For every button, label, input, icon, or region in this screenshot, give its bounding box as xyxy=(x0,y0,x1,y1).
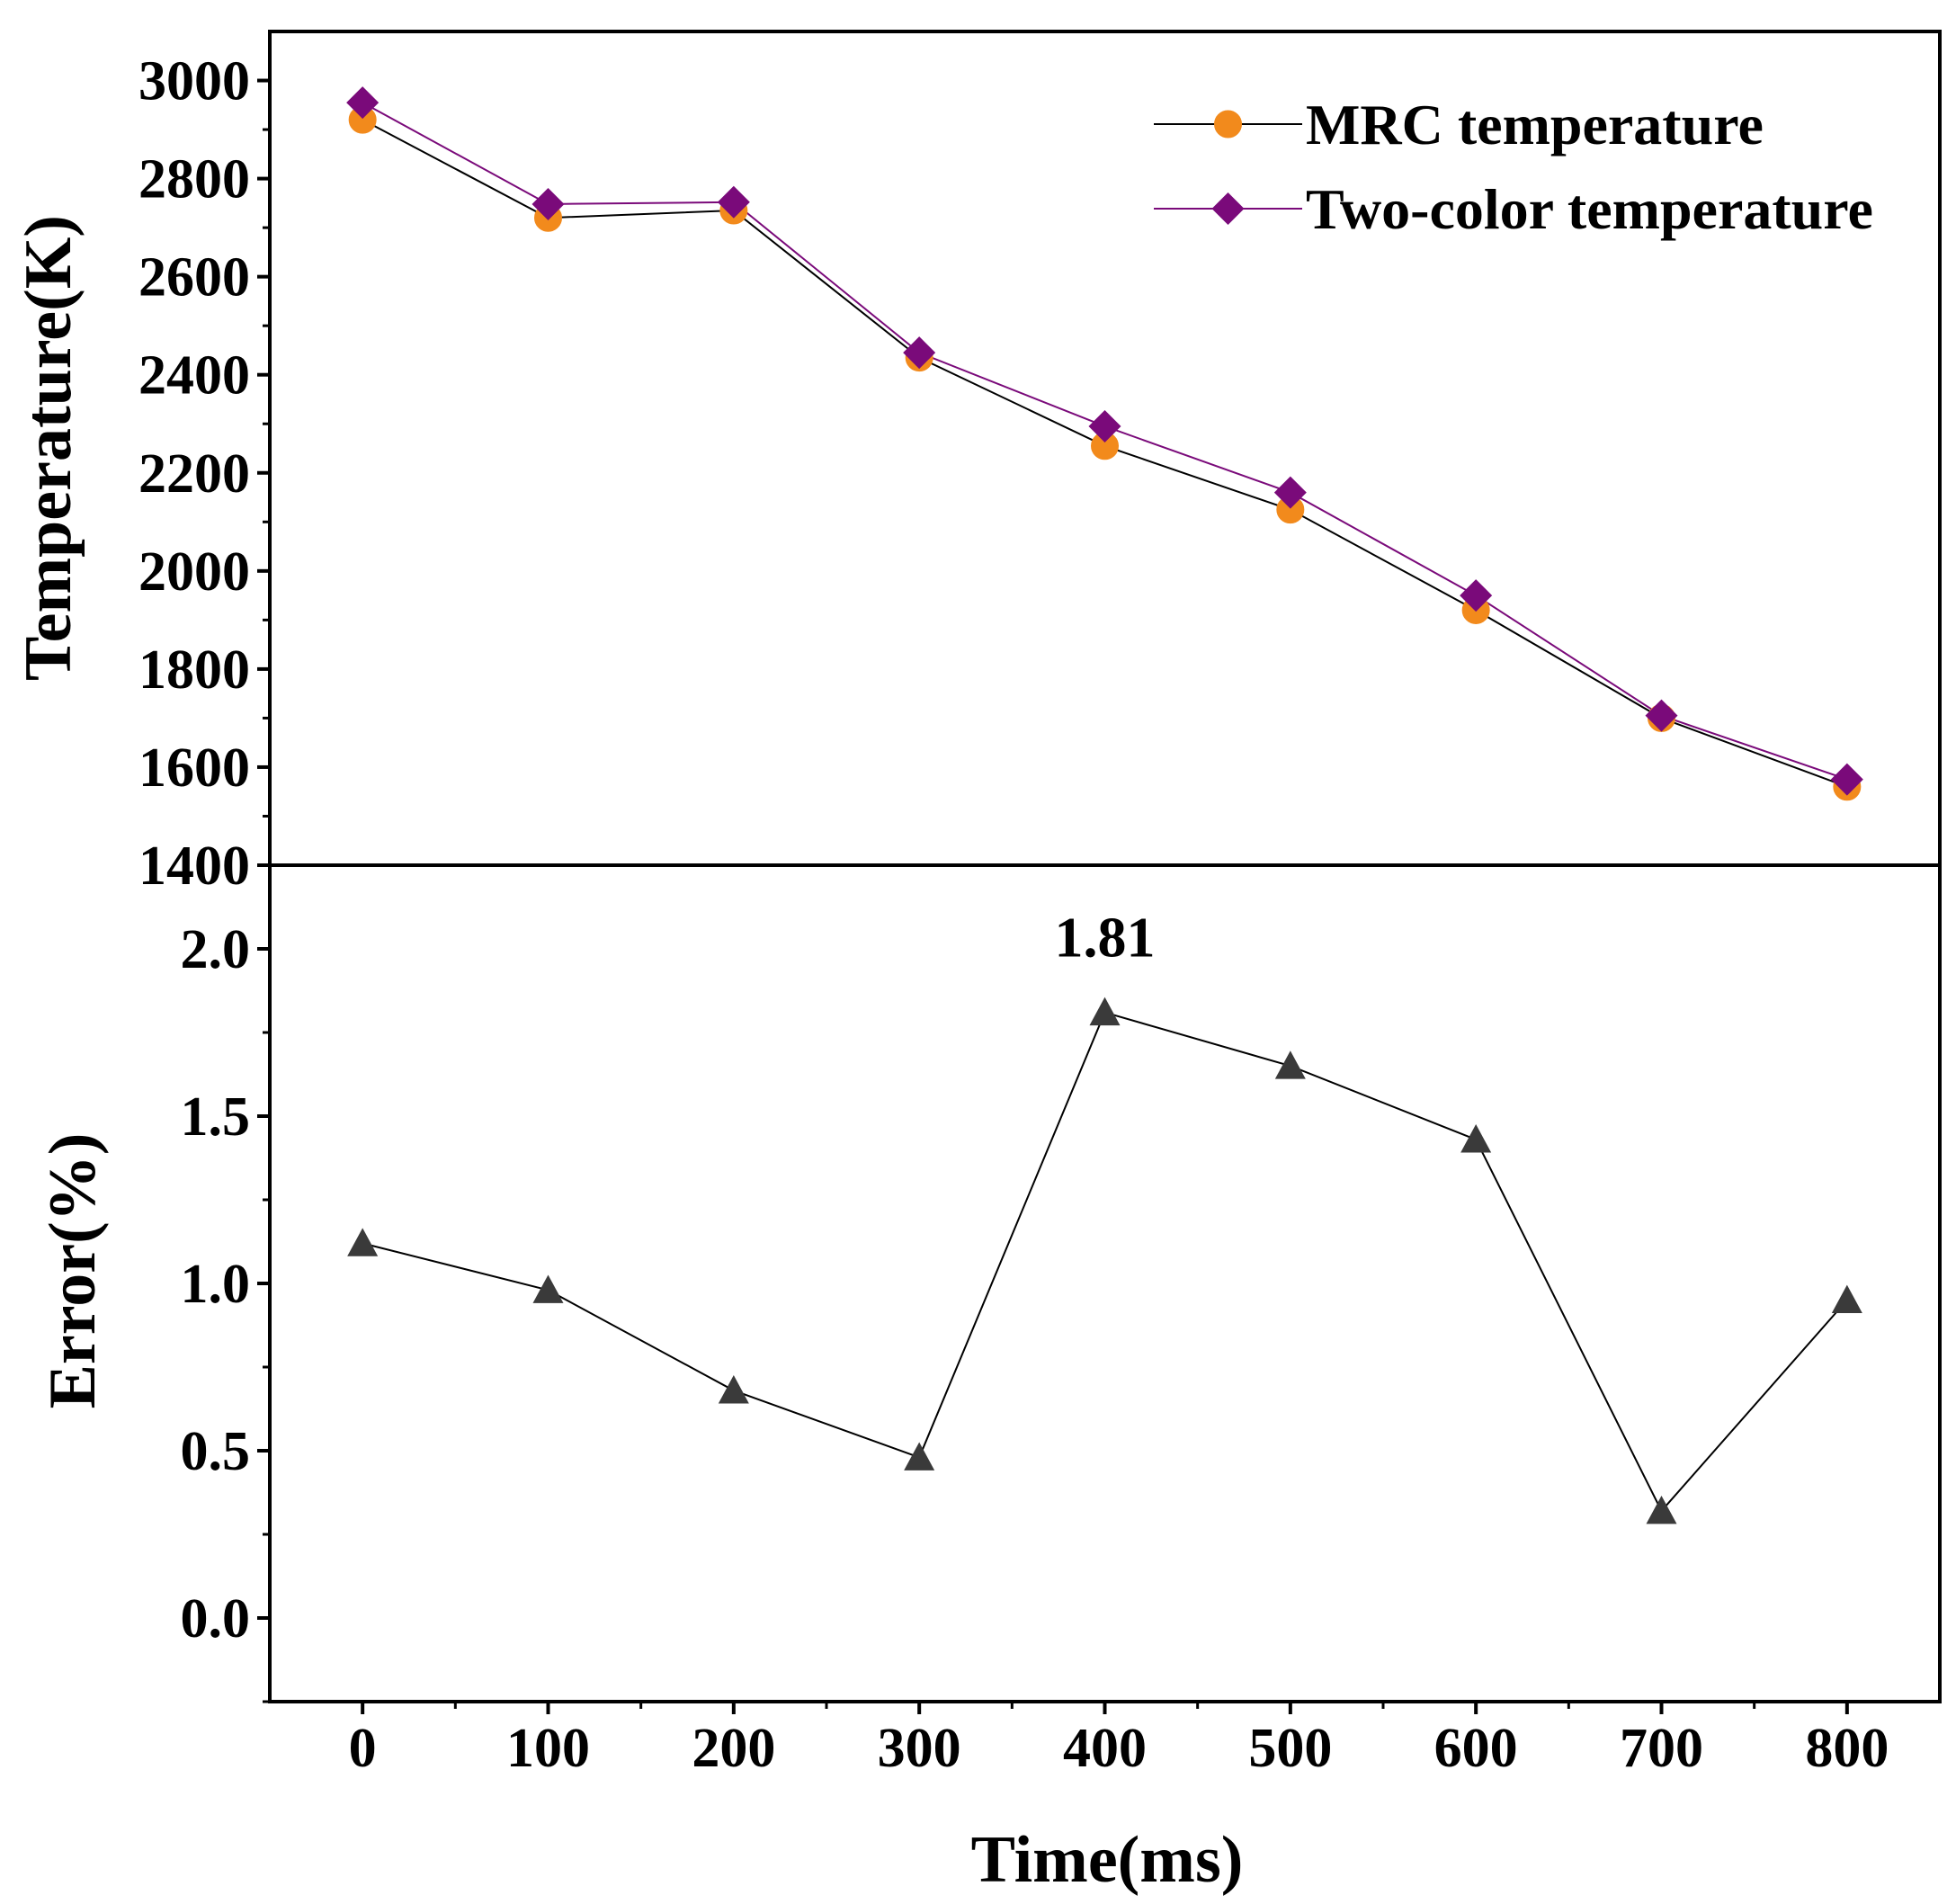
error-point xyxy=(1089,997,1121,1026)
y-tick-label-temperature: 1600 xyxy=(138,737,250,799)
peak-annotation: 1.81 xyxy=(1055,906,1156,970)
y-axis-title-temperature: Temperature(K) xyxy=(12,215,85,681)
two-color-point xyxy=(1645,699,1678,732)
x-tick-label: 300 xyxy=(878,1718,961,1779)
two-color-point xyxy=(1088,409,1121,442)
x-tick-label: 0 xyxy=(349,1718,377,1779)
y-tick-label-error: 1.5 xyxy=(181,1086,251,1148)
x-tick-label: 700 xyxy=(1620,1718,1703,1779)
x-axis-title: Time(ms) xyxy=(971,1823,1244,1897)
time-axis: 0 100 200 300 400 500 600 700 800 xyxy=(349,1702,1889,1779)
error-point xyxy=(532,1274,564,1303)
y-tick-label-error: 1.0 xyxy=(181,1254,251,1315)
y-tick-label-temperature: 2400 xyxy=(138,345,250,407)
two-color-point xyxy=(717,185,750,219)
two-color-point xyxy=(903,336,936,370)
error-point xyxy=(347,1228,379,1256)
y-tick-label-temperature: 3000 xyxy=(138,51,250,112)
legend-label: MRC temperature xyxy=(1306,93,1764,156)
two-color-point xyxy=(346,86,380,120)
plot-frame xyxy=(268,30,1942,1703)
legend-marker xyxy=(1211,192,1245,225)
legend-marker xyxy=(1214,110,1242,139)
error-point xyxy=(718,1375,749,1404)
error-line xyxy=(362,1011,1848,1513)
y-tick-label-error: 0.0 xyxy=(181,1588,251,1649)
y-axis-title-error: Error(%) xyxy=(36,1133,110,1409)
error-point xyxy=(1274,1050,1306,1079)
y-tick-label-error: 0.5 xyxy=(181,1421,251,1482)
y-tick-label-temperature: 2000 xyxy=(138,541,250,603)
x-tick-label: 400 xyxy=(1063,1718,1147,1779)
y-tick-label-temperature: 2800 xyxy=(138,149,250,210)
error-panel: 0.0 0.5 1.0 1.5 2.0 1.81 xyxy=(181,906,1862,1703)
x-tick-label: 600 xyxy=(1434,1718,1518,1779)
legend: MRC temperature Two-color temperature xyxy=(1154,93,1873,241)
x-tick-label: 100 xyxy=(506,1718,590,1779)
y-tick-label-error: 2.0 xyxy=(181,919,251,980)
x-tick-label: 200 xyxy=(692,1718,775,1779)
y-tick-label-temperature: 2600 xyxy=(138,247,250,308)
x-tick-label: 500 xyxy=(1248,1718,1332,1779)
error-point xyxy=(1460,1124,1492,1153)
temperature-panel: 1400 1600 1800 2000 2200 2400 2600 2800 3000 xyxy=(138,51,1863,897)
two-color-point xyxy=(1830,763,1863,796)
legend-label: Two-color temperature xyxy=(1306,177,1873,241)
error-point xyxy=(1831,1284,1862,1314)
y-tick-label-temperature: 2200 xyxy=(138,443,250,505)
error-point xyxy=(1646,1495,1677,1524)
y-tick-label-temperature: 1400 xyxy=(138,836,250,897)
error-point xyxy=(904,1442,935,1470)
two-color-point xyxy=(1273,476,1307,509)
y-tick-label-temperature: 1800 xyxy=(138,639,250,701)
two-color-point xyxy=(1460,579,1493,612)
x-tick-label: 800 xyxy=(1805,1718,1889,1779)
two-color-point xyxy=(531,187,565,220)
